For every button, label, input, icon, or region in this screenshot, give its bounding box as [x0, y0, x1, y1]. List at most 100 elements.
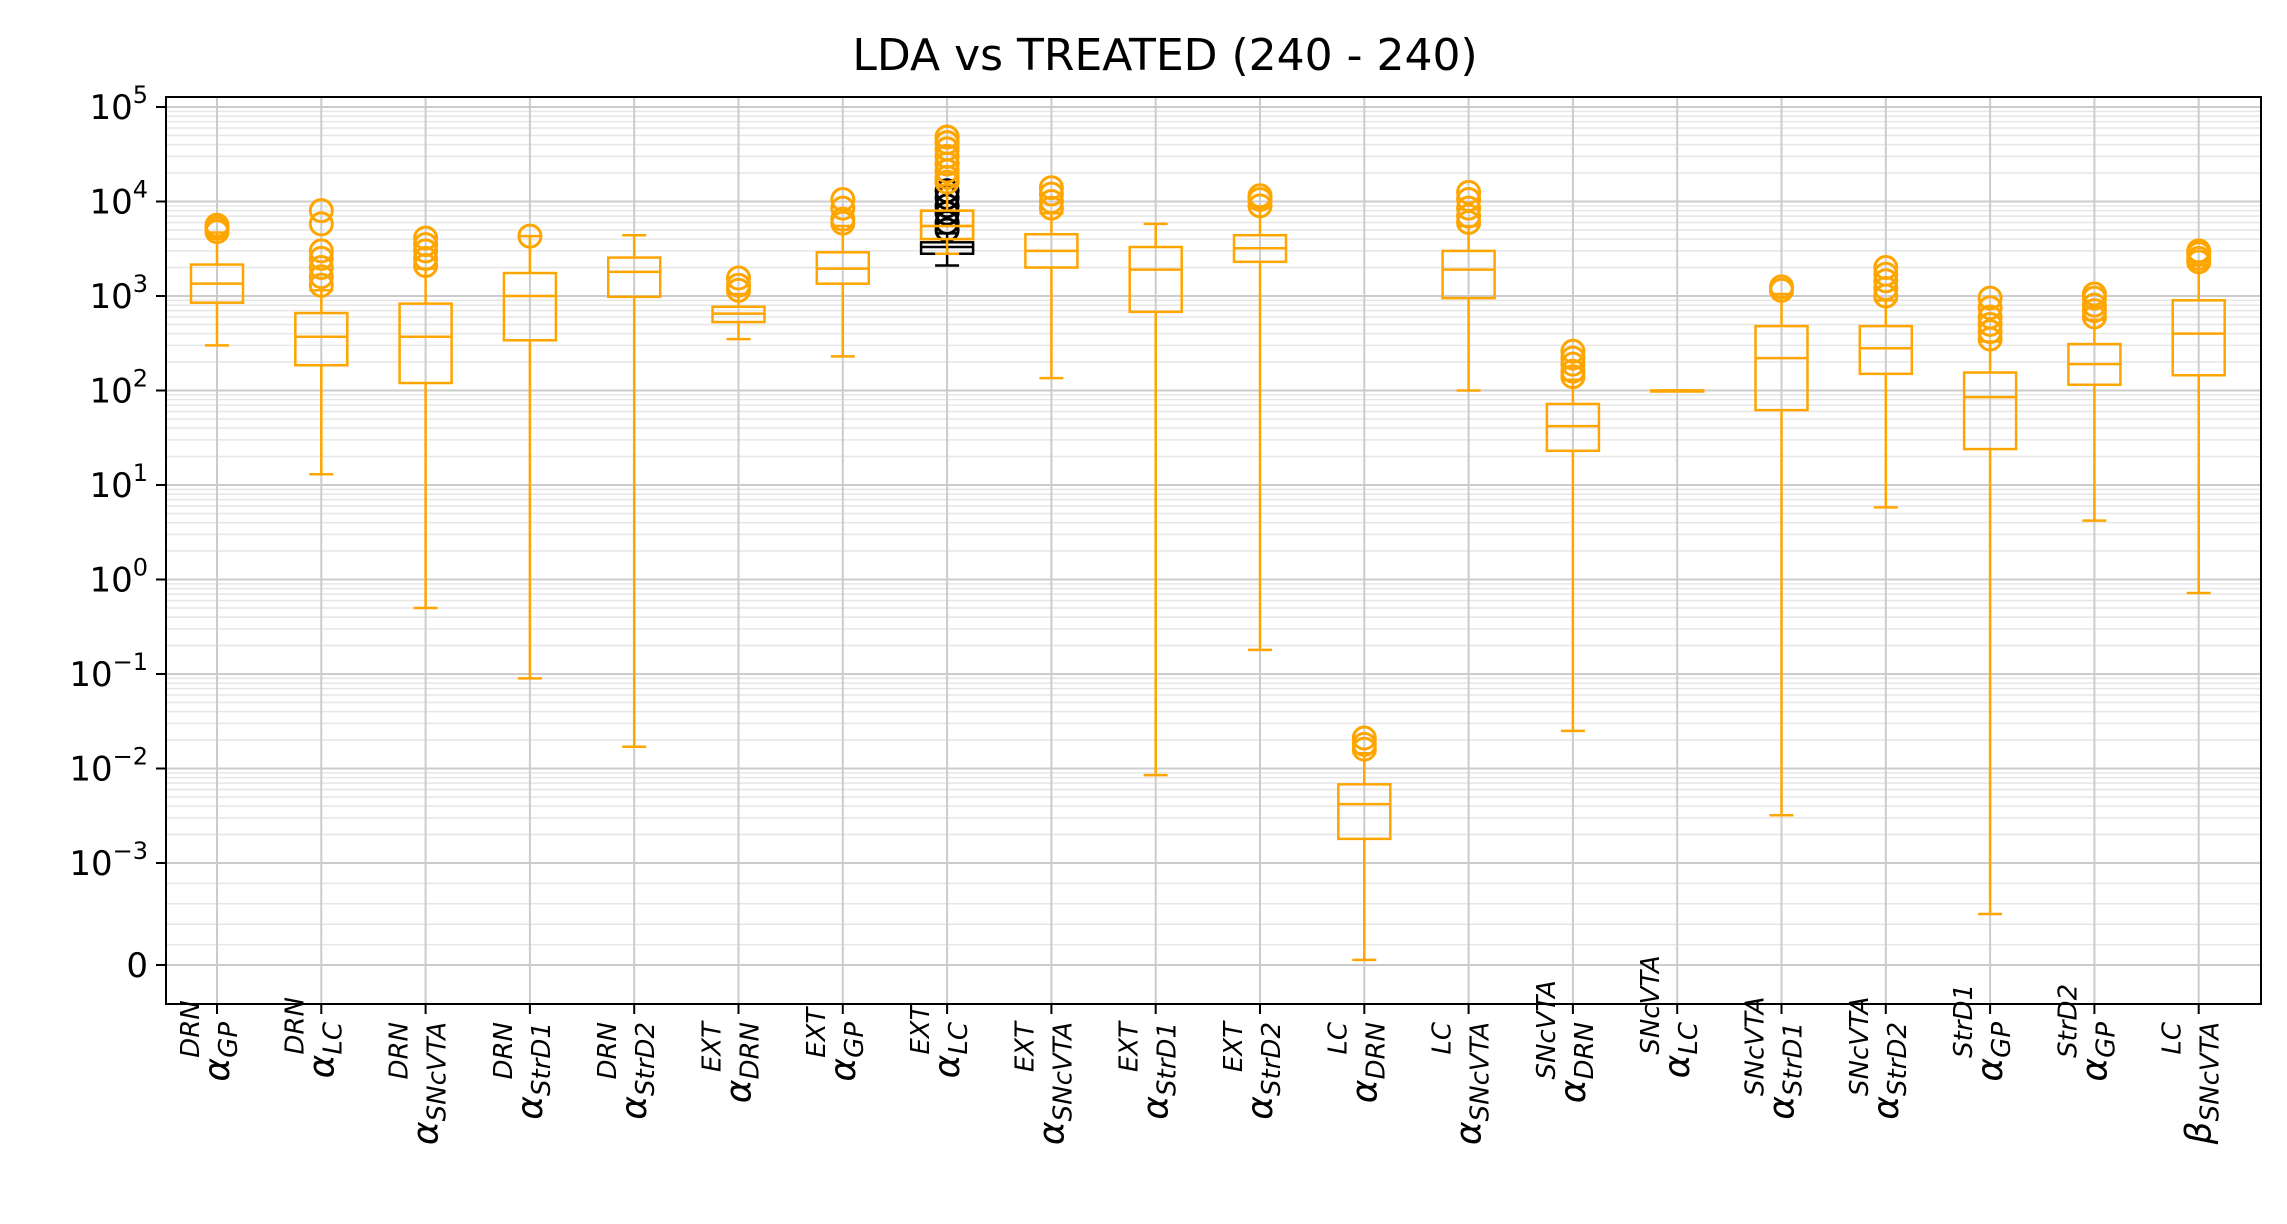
y-tick-label: 0 [126, 946, 148, 986]
x-tick-symbol: α [719, 1079, 760, 1103]
outlier-point [1247, 183, 1273, 209]
outlier-point [1873, 268, 1899, 294]
x-tick-subscript: GP [840, 1022, 870, 1058]
y-tick-label-base: 10 [89, 372, 132, 412]
x-tick-superscript: SNcVTA [1845, 997, 1875, 1096]
x-tick-subscript: GP [1987, 1022, 2017, 1058]
x-tick-symbol: α [1240, 1096, 1281, 1120]
x-tick-label: αSNcVTA [1449, 1022, 1496, 1145]
outlier-point [308, 198, 334, 224]
y-tick-label: 104 [89, 176, 148, 223]
y-tick-label: 10−2 [69, 743, 148, 790]
x-tick-symbol: α [614, 1096, 655, 1120]
x-tick-label: αStrD2 [1240, 1022, 1287, 1120]
x-tick-subscript: LC [944, 1021, 974, 1054]
x-tick-superscript: DRN [280, 997, 310, 1055]
x-tick-symbol: α [927, 1054, 968, 1078]
chart-title: LDA vs TREATED (240 - 240) [852, 30, 1477, 81]
box-16 [1858, 255, 1914, 509]
box-iqr [1962, 371, 2018, 451]
x-tick-label: αStrD1 [510, 1022, 557, 1120]
outlier-point [1560, 351, 1586, 377]
y-tick-label-base: 10 [69, 655, 112, 695]
x-tick-label: αLC [1657, 1021, 1704, 1078]
y-tick-label-exponent: 4 [133, 176, 148, 204]
outlier-point [204, 212, 230, 238]
x-tick-superscript: LC [1428, 1021, 1458, 1054]
x-tick-superscript: EXT [698, 1020, 728, 1072]
x-tick-label: βSNcVTA [2179, 1022, 2226, 1145]
outlier-point [1560, 338, 1586, 364]
box-overlay-7 [919, 124, 975, 255]
outlier-point [308, 255, 334, 281]
y-tick-label: 100 [89, 554, 148, 601]
x-tick-superscript: DRN [489, 1022, 519, 1080]
x-tick-label: αSNcVTA [406, 1022, 453, 1145]
box-15 [1754, 274, 1809, 817]
x-tick-label: αGP [1970, 1022, 2017, 1082]
x-tick-symbol: α [2074, 1058, 2115, 1082]
outlier-point [1038, 175, 1064, 201]
box-iqr [1545, 402, 1601, 453]
outlier-point [1977, 319, 2003, 345]
box-iqr [1754, 324, 1809, 412]
y-tick-label-exponent: 5 [133, 81, 148, 109]
x-tick-label: αLC [927, 1021, 974, 1078]
box-iqr [606, 256, 662, 299]
box-2 [398, 225, 453, 610]
outlier-point [830, 206, 856, 232]
x-tick-superscript: LC [2158, 1021, 2188, 1054]
y-tick-label-exponent: −2 [113, 743, 148, 771]
x-tick-label: αDRN [719, 1022, 766, 1103]
y-tick-label-base: 10 [89, 277, 132, 317]
y-tick-label-base: 10 [69, 844, 112, 884]
outlier-point [1977, 311, 2003, 337]
outlier-point [2081, 281, 2107, 307]
outlier-point [726, 272, 751, 298]
outlier-point [1769, 274, 1794, 300]
y-tick-label-base: 10 [89, 88, 132, 128]
y-tick-label-exponent: 0 [133, 554, 148, 582]
outlier-point [1247, 193, 1273, 219]
x-tick-superscript: EXT [1010, 1020, 1040, 1072]
box-4 [606, 233, 662, 748]
x-tick-symbol: α [1970, 1058, 2011, 1082]
y-tick-label-base: 10 [89, 466, 132, 506]
y-tick-label-base: 0 [126, 946, 148, 986]
x-tick-subscript: StrD2 [1883, 1022, 1913, 1096]
x-tick-superscript: SNcVTA [1636, 955, 1666, 1054]
box-1 [294, 198, 349, 476]
x-tick-label: αStrD2 [1866, 1022, 1913, 1120]
outlier-point [2081, 292, 2107, 318]
x-tick-label: αStrD1 [1136, 1022, 1183, 1120]
x-tick-subscript: LC [318, 1021, 348, 1054]
y-tick-label-exponent: −1 [113, 648, 148, 676]
outlier-point [1456, 203, 1482, 229]
box-12 [1441, 179, 1496, 392]
x-tick-symbol: α [823, 1058, 864, 1082]
x-tick-label: αGP [2074, 1022, 2121, 1082]
outlier-point [1560, 345, 1586, 371]
box-iqr [2171, 299, 2226, 377]
outlier-point [830, 195, 856, 221]
axes-layer: 10510410310210110010−110−210−30αGPDRNαLC… [69, 81, 2262, 1145]
x-tick-superscript: EXT [1115, 1020, 1145, 1072]
x-tick-superscript: EXT [802, 1006, 832, 1058]
x-tick-superscript: DRN [176, 1000, 206, 1058]
plot-frame [165, 96, 2262, 1005]
x-tick-subscript: SNcVTA [1048, 1022, 1078, 1121]
x-tick-symbol: α [1553, 1079, 1594, 1103]
x-tick-superscript: DRN [385, 1022, 415, 1080]
